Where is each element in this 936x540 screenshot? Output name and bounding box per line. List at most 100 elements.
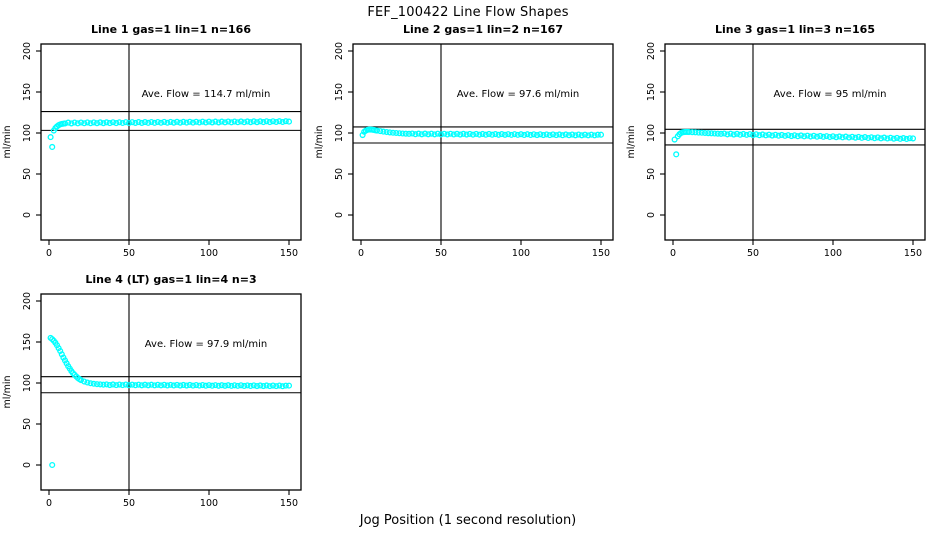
data-point xyxy=(714,130,721,137)
data-point xyxy=(177,119,184,126)
data-point xyxy=(257,382,264,389)
data-point xyxy=(746,131,753,138)
data-point xyxy=(77,119,85,126)
data-point xyxy=(425,131,432,138)
x-tick-label: 0 xyxy=(670,248,676,259)
data-point xyxy=(737,131,744,138)
data-point xyxy=(453,130,461,137)
data-point xyxy=(231,382,238,389)
data-point xyxy=(186,118,193,125)
data-point xyxy=(205,382,213,389)
reference-lines xyxy=(41,44,301,240)
data-point xyxy=(829,133,837,140)
subplot-title: Line 3 gas=1 lin=3 n=165 xyxy=(715,23,875,36)
data-point xyxy=(145,119,152,126)
data-point xyxy=(183,382,190,389)
data-point xyxy=(61,120,69,127)
data-point xyxy=(106,382,113,389)
data-points xyxy=(47,334,293,469)
data-point xyxy=(431,131,438,138)
y-tick-label: 100 xyxy=(646,124,657,142)
data-point xyxy=(253,119,261,126)
y-tick-label: 150 xyxy=(646,83,657,101)
subplot-title: Line 1 gas=1 lin=1 n=166 xyxy=(91,23,251,36)
data-point xyxy=(753,131,760,138)
x-tick-label: 50 xyxy=(435,248,447,259)
data-point xyxy=(743,131,750,138)
data-point xyxy=(801,133,808,140)
data-point xyxy=(154,381,161,388)
x-tick-label: 50 xyxy=(747,248,759,259)
y-tick-label: 200 xyxy=(334,42,345,60)
data-point xyxy=(549,131,557,138)
data-point xyxy=(145,382,152,389)
data-point xyxy=(810,132,817,139)
data-point xyxy=(505,131,512,138)
data-point xyxy=(671,136,678,143)
x-tick-label: 150 xyxy=(592,248,610,259)
y-axis-label: ml/min xyxy=(2,375,13,408)
data-point xyxy=(845,134,853,141)
data-point xyxy=(772,131,779,138)
data-point xyxy=(167,118,174,125)
data-point xyxy=(221,382,229,389)
subplot-line-2: 0 50 100 150 0 50 100 150 200 ml/min Line 2 gas=1 … xyxy=(312,20,624,266)
data-point xyxy=(260,119,267,126)
data-point xyxy=(578,132,585,139)
subplot-line-4: 0 50 100 150 0 50 100 150 200 ml/min Line 4 (LT) g… xyxy=(0,270,312,516)
data-point xyxy=(418,131,425,138)
data-point xyxy=(116,119,123,126)
data-point xyxy=(100,381,107,388)
data-point xyxy=(717,130,725,137)
data-point xyxy=(97,119,104,126)
data-point xyxy=(199,382,206,389)
data-point xyxy=(170,382,177,389)
data-point xyxy=(769,132,776,139)
data-point xyxy=(196,382,203,389)
data-point xyxy=(813,133,821,140)
subplot-title: Line 4 (LT) gas=1 lin=4 n=3 xyxy=(85,273,256,286)
data-point xyxy=(546,132,553,139)
data-point xyxy=(727,130,734,137)
subplot-line-3-chart: 0 50 100 150 0 50 100 150 200 ml/min Line 3 gas=1 … xyxy=(626,23,926,259)
data-point xyxy=(177,382,184,389)
data-point xyxy=(479,130,486,138)
data-point xyxy=(399,130,406,137)
data-point xyxy=(553,132,560,139)
data-point xyxy=(215,382,222,389)
data-point xyxy=(852,134,859,141)
data-point xyxy=(269,382,277,389)
data-point xyxy=(489,131,496,138)
y-tick-label: 150 xyxy=(334,83,345,101)
x-axis: 0 50 100 150 xyxy=(670,240,922,259)
data-point xyxy=(689,129,696,136)
x-tick-label: 50 xyxy=(123,498,135,509)
data-point xyxy=(476,131,483,138)
data-point xyxy=(692,129,699,136)
data-point xyxy=(575,131,582,138)
data-point xyxy=(97,381,104,388)
data-point xyxy=(269,118,277,125)
y-tick-label: 150 xyxy=(22,333,33,351)
y-tick-label: 0 xyxy=(334,212,345,218)
data-point xyxy=(157,119,165,126)
data-point xyxy=(591,132,598,139)
x-tick-label: 0 xyxy=(46,248,52,259)
data-point xyxy=(225,382,232,389)
data-point xyxy=(193,382,200,389)
x-axis: 0 50 100 150 xyxy=(46,240,298,259)
data-point xyxy=(597,131,605,138)
data-point xyxy=(148,381,155,388)
data-point xyxy=(100,120,107,127)
y-tick-label: 0 xyxy=(22,212,33,218)
data-point xyxy=(511,131,518,138)
data-point xyxy=(196,119,203,126)
data-point xyxy=(594,131,601,138)
y-tick-label: 50 xyxy=(22,418,33,430)
data-point xyxy=(266,119,273,126)
data-point xyxy=(823,133,830,140)
data-point xyxy=(167,381,174,388)
subplot-title: Line 2 gas=1 lin=2 n=167 xyxy=(403,23,563,36)
data-point xyxy=(524,131,531,138)
data-point xyxy=(263,118,270,125)
